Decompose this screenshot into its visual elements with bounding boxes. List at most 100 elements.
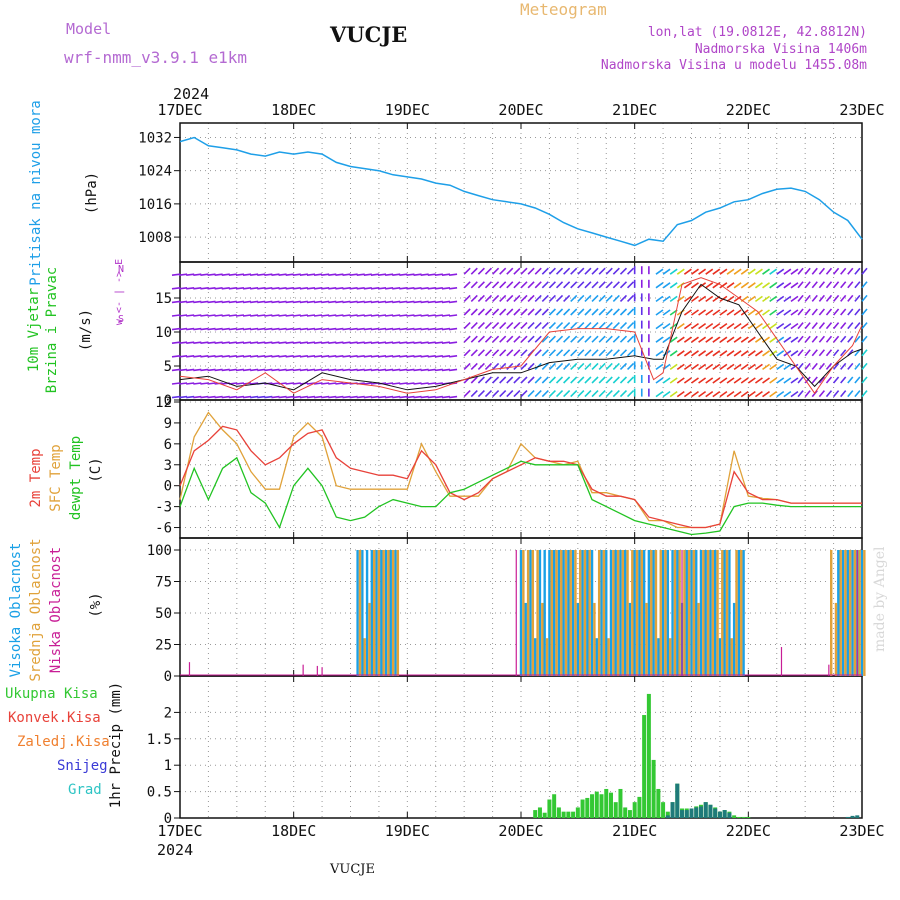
wind-barb xyxy=(740,322,749,330)
y-tick-label: -3 xyxy=(155,500,172,516)
wind-barb xyxy=(705,268,714,275)
wind-barb xyxy=(250,395,259,399)
wind-barb xyxy=(612,281,620,289)
cloud-bar xyxy=(685,550,688,676)
rain-bar xyxy=(561,811,566,818)
wind-barb xyxy=(577,376,585,384)
wind-barb xyxy=(818,308,825,316)
cloud-bar xyxy=(370,550,374,676)
wind-barb xyxy=(676,350,685,357)
wind-barb xyxy=(335,287,344,290)
wind-barb xyxy=(484,376,493,384)
wind-unit-label: (m/s) xyxy=(78,309,94,351)
wind-barb xyxy=(278,287,287,290)
wind-barb xyxy=(214,368,223,372)
cloud-bar xyxy=(718,638,722,676)
wind-barb xyxy=(434,355,443,358)
x-tick-label-bottom: 21DEC xyxy=(612,822,657,840)
wind-barb xyxy=(832,376,840,384)
cloud-bar xyxy=(863,550,866,676)
wind-barb xyxy=(683,295,692,303)
wind-barb xyxy=(847,376,854,384)
cloud-bar xyxy=(586,550,589,676)
wind-barb xyxy=(434,273,443,276)
wind-barb xyxy=(555,322,564,330)
cloud-bar xyxy=(673,550,677,676)
precip-legend-item: Ukupna Kisa xyxy=(5,686,98,702)
wind-barb xyxy=(705,282,714,289)
wind-barb xyxy=(804,335,811,343)
wind-barb xyxy=(385,341,394,344)
wind-barb xyxy=(221,273,230,276)
cloud-bar xyxy=(692,550,696,676)
x-tick-label-bottom: 22DEC xyxy=(726,822,771,840)
wind-barb xyxy=(662,268,671,275)
wind-barb xyxy=(235,355,245,358)
wind-barb xyxy=(698,390,707,398)
cloud-bar xyxy=(623,550,627,676)
wind-barb xyxy=(250,314,259,317)
cloud-bar xyxy=(519,550,523,676)
wind-barb xyxy=(698,363,707,371)
wind-barb xyxy=(349,355,358,358)
cloud-bar xyxy=(387,550,390,676)
y-tick-label: 1016 xyxy=(138,197,172,213)
wind-barb xyxy=(754,268,763,275)
snow-bar xyxy=(717,811,722,818)
cloud-bar xyxy=(844,550,847,676)
wind-barb xyxy=(392,341,401,344)
wind-barb xyxy=(228,395,237,399)
wind-barb xyxy=(321,368,330,372)
model-label: Model xyxy=(66,20,112,38)
wind-barb xyxy=(264,368,273,372)
y-tick-label: 0 xyxy=(164,479,172,495)
wind-barb xyxy=(207,341,216,344)
wind-barb xyxy=(605,335,613,343)
snow-bar xyxy=(665,815,670,818)
wind-barb xyxy=(754,377,763,384)
y-tick-label: 1008 xyxy=(138,230,172,246)
wind-barb xyxy=(492,349,500,357)
wind-barb xyxy=(726,268,735,275)
rain-bar xyxy=(656,788,661,818)
wind-barb xyxy=(363,327,372,331)
temp-unit-label: (C) xyxy=(88,457,104,482)
wind-barb xyxy=(705,322,714,330)
wind-barb xyxy=(370,355,380,358)
wind-barb xyxy=(235,314,245,317)
wind-barb xyxy=(399,314,408,317)
wind-barb xyxy=(513,390,521,398)
wind-barb xyxy=(321,327,330,331)
wind-barb xyxy=(399,368,408,372)
wind-barb xyxy=(776,268,785,275)
wind-barb xyxy=(520,267,528,275)
wind-barb xyxy=(434,314,443,317)
wind-barb xyxy=(513,376,521,384)
cloud-bar xyxy=(588,550,591,676)
wind-barb xyxy=(605,376,613,384)
wind-barb xyxy=(534,349,542,357)
wind-barb xyxy=(804,294,811,302)
wind-barb xyxy=(463,294,471,302)
wind-barb xyxy=(811,349,818,357)
wind-barb xyxy=(285,327,294,331)
wind-barb xyxy=(712,350,721,357)
wind-barb xyxy=(584,349,592,357)
wind-barb xyxy=(825,376,833,384)
wind-barb xyxy=(584,335,592,343)
x-tick-label-top: 18DEC xyxy=(271,101,316,119)
wind-barb xyxy=(683,377,692,384)
x-tick-label-top: 19DEC xyxy=(385,101,430,119)
wind-barb xyxy=(306,273,316,276)
wind-barb xyxy=(513,349,521,357)
wind-barb xyxy=(313,368,323,372)
wind-barb xyxy=(214,273,223,276)
wind-barb xyxy=(534,281,542,289)
wind-barb xyxy=(441,314,451,317)
wind-barb xyxy=(179,327,188,331)
wind-barb xyxy=(313,300,323,304)
rain-bar xyxy=(608,792,613,818)
wind-barb xyxy=(719,282,728,289)
wind-barb xyxy=(171,341,181,344)
wind-barb xyxy=(669,295,678,303)
